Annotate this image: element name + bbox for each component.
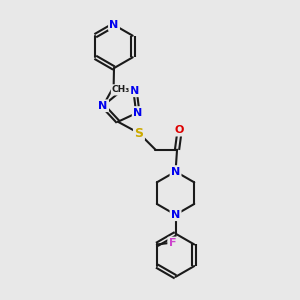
Text: F: F — [169, 238, 176, 248]
Text: N: N — [98, 101, 108, 111]
Text: N: N — [110, 20, 118, 30]
Text: N: N — [133, 107, 142, 118]
Text: N: N — [171, 210, 180, 220]
Text: S: S — [134, 127, 143, 140]
Text: O: O — [175, 125, 184, 135]
Text: N: N — [171, 167, 180, 177]
Text: N: N — [130, 86, 140, 96]
Text: CH₃: CH₃ — [112, 85, 130, 94]
